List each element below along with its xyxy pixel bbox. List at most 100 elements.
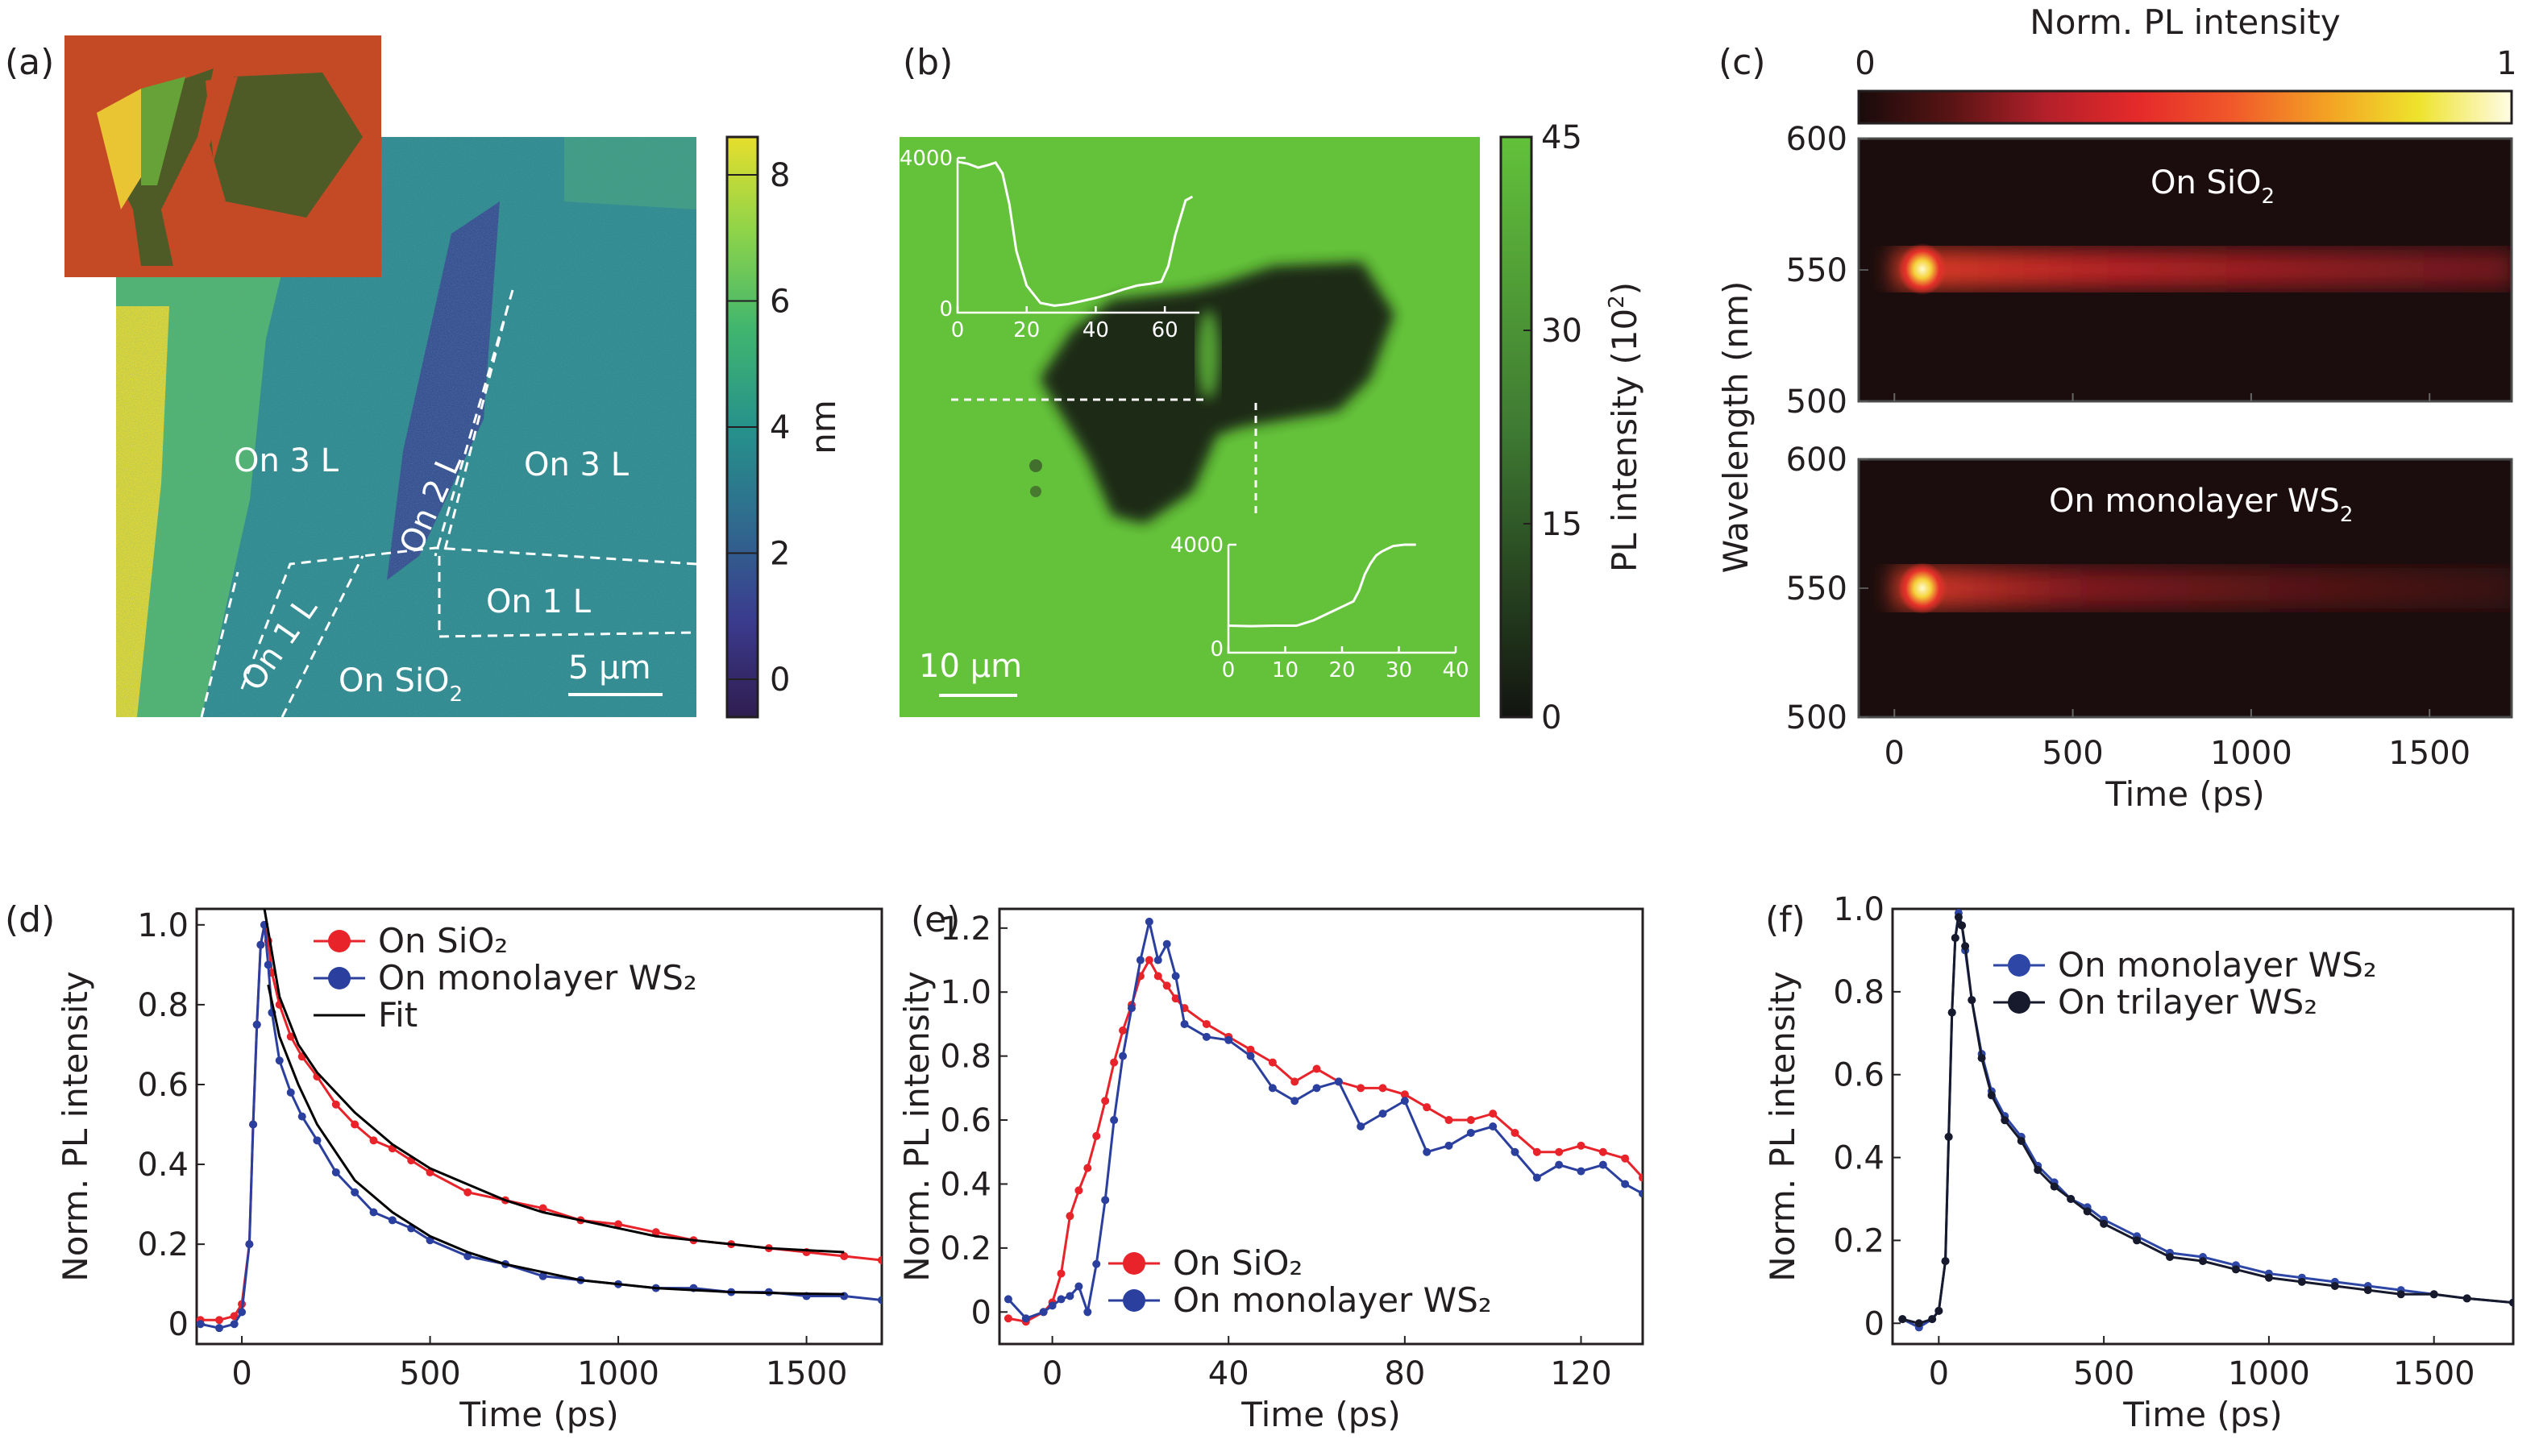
legend-label: On trilayer WS₂	[2058, 982, 2317, 1022]
data-point	[1357, 1122, 1365, 1130]
data-point	[2396, 1290, 2405, 1299]
data-point	[1083, 1164, 1092, 1172]
streak-label-sio2: On SiO2	[2150, 164, 2275, 209]
streak-xtick-label: 500	[2042, 735, 2103, 772]
data-point	[1092, 1131, 1101, 1140]
data-point	[1639, 1173, 1643, 1182]
colorbar-tick-label: 30	[1541, 313, 1582, 350]
pl-colorbar-title: PL intensity (102)	[1605, 282, 1644, 572]
data-point	[1511, 1147, 1519, 1156]
x-tick-label: 80	[1384, 1355, 1425, 1392]
data-point	[1489, 1122, 1498, 1130]
colorbar-tick-label: 6	[770, 283, 790, 320]
data-point	[2050, 1182, 2059, 1191]
data-point	[2133, 1236, 2142, 1245]
data-point	[1074, 1282, 1083, 1291]
data-point	[313, 1136, 322, 1145]
y-axis-label: Norm. PL intensity	[1763, 971, 1802, 1281]
panel-b-label: (b)	[903, 42, 953, 83]
panel-label: (d)	[5, 899, 55, 940]
scale-bar-label: 10 µm	[919, 648, 1022, 685]
data-point	[1180, 1019, 1189, 1028]
data-point	[215, 1316, 224, 1325]
data-point	[1057, 1269, 1066, 1278]
colorbar-tick-label: 0	[1541, 699, 1561, 736]
data-point	[1202, 1019, 1211, 1028]
data-point	[2363, 1286, 2372, 1295]
inset-profile-line	[1228, 543, 1416, 628]
data-point	[351, 1188, 359, 1197]
x-tick-label: 500	[399, 1355, 460, 1392]
plot-frame	[1891, 907, 2515, 1346]
data-point	[538, 1271, 547, 1280]
data-point	[1954, 913, 1963, 922]
y-tick-label: 0.6	[1833, 1057, 1885, 1094]
scale-bar-label: 5 µm	[568, 649, 651, 687]
y-tick-label: 1.0	[940, 974, 991, 1011]
data-point	[1110, 1058, 1119, 1067]
streak-image-sio2	[1859, 139, 2512, 401]
data-point	[1934, 1306, 1943, 1315]
data-point	[1162, 940, 1171, 948]
data-point	[1110, 1116, 1119, 1125]
inset-xtick-label: 20	[1328, 658, 1355, 682]
panel-e: (e) 0 0.2 0.4 0.6 0.8 1.0 1.2 0 40 80 120 Time (ps) N…	[897, 899, 1644, 1434]
data-point	[1511, 1128, 1519, 1137]
y-tick-label: 0.2	[1833, 1222, 1885, 1259]
data-point	[249, 1120, 258, 1129]
region-boundary	[434, 289, 514, 557]
data-point	[2001, 1116, 2009, 1125]
legend-swatch-marker	[1123, 1252, 1145, 1275]
data-point	[1400, 1090, 1409, 1099]
data-point	[1101, 1097, 1110, 1105]
data-point	[230, 1320, 239, 1329]
y-tick-label: 0.8	[1833, 974, 1885, 1011]
data-point	[651, 1228, 660, 1237]
data-point	[1074, 1186, 1083, 1195]
data-point	[1004, 1295, 1012, 1304]
data-point	[1224, 1035, 1233, 1044]
legend-label: On monolayer WS₂	[378, 958, 697, 998]
data-point	[1961, 942, 1970, 951]
data-point	[351, 1120, 359, 1129]
data-point	[1532, 1173, 1541, 1182]
inset-ytick-label: 4000	[1170, 533, 1224, 558]
streak-xlabel: Time (ps)	[2105, 774, 2264, 814]
pl-colorbar	[1501, 137, 1531, 717]
data-point	[1489, 1110, 1498, 1118]
data-point	[1202, 1032, 1211, 1041]
data-point	[1083, 1308, 1092, 1317]
y-tick-label: 0	[971, 1294, 991, 1331]
streak-colorbar-title: Norm. PL intensity	[2030, 2, 2340, 42]
x-tick-label: 40	[1208, 1355, 1249, 1392]
streak-ytick-label: 600	[1786, 442, 1847, 479]
panel-c: (c) Norm. PL intensity 0 1 On SiO2 On mo…	[1716, 2, 2517, 814]
data-point	[1057, 1295, 1066, 1304]
data-point	[1119, 1026, 1128, 1035]
data-point	[840, 1252, 849, 1261]
data-point	[1977, 1054, 1986, 1063]
data-point	[2067, 1195, 2076, 1203]
panel-a: (a) On 3 L On 2 L On 3 L On 1 L On 1 L O…	[5, 35, 843, 719]
series-line-on-sio2	[1008, 957, 1643, 1323]
data-point	[1400, 1097, 1409, 1105]
y-tick-label: 1.0	[1833, 891, 1885, 928]
y-tick-label: 1.0	[137, 907, 189, 944]
y-axis-label: Norm. PL intensity	[56, 971, 95, 1281]
data-point	[2297, 1277, 2306, 1286]
data-point	[1947, 1008, 1956, 1017]
data-point	[1171, 994, 1180, 1003]
streak-colorbar-max: 1	[2496, 45, 2516, 82]
data-point	[1039, 1308, 1048, 1317]
streak-xtick-label: 0	[1885, 735, 1905, 772]
region-label-3l-left: On 3 L	[234, 442, 339, 479]
data-point	[2100, 1219, 2109, 1228]
data-point	[2429, 1290, 2438, 1299]
data-point	[1598, 1160, 1607, 1169]
data-point	[1928, 1315, 1937, 1324]
data-point	[538, 1204, 547, 1213]
y-tick-label: 1.2	[940, 911, 991, 948]
panel-f: (f) 0 0.2 0.4 0.6 0.8 1.0 0 500 1000 1500 Time (ps)…	[1763, 891, 2515, 1434]
pl-colorbar-ticks: 45 30 15 0	[1523, 119, 1582, 736]
